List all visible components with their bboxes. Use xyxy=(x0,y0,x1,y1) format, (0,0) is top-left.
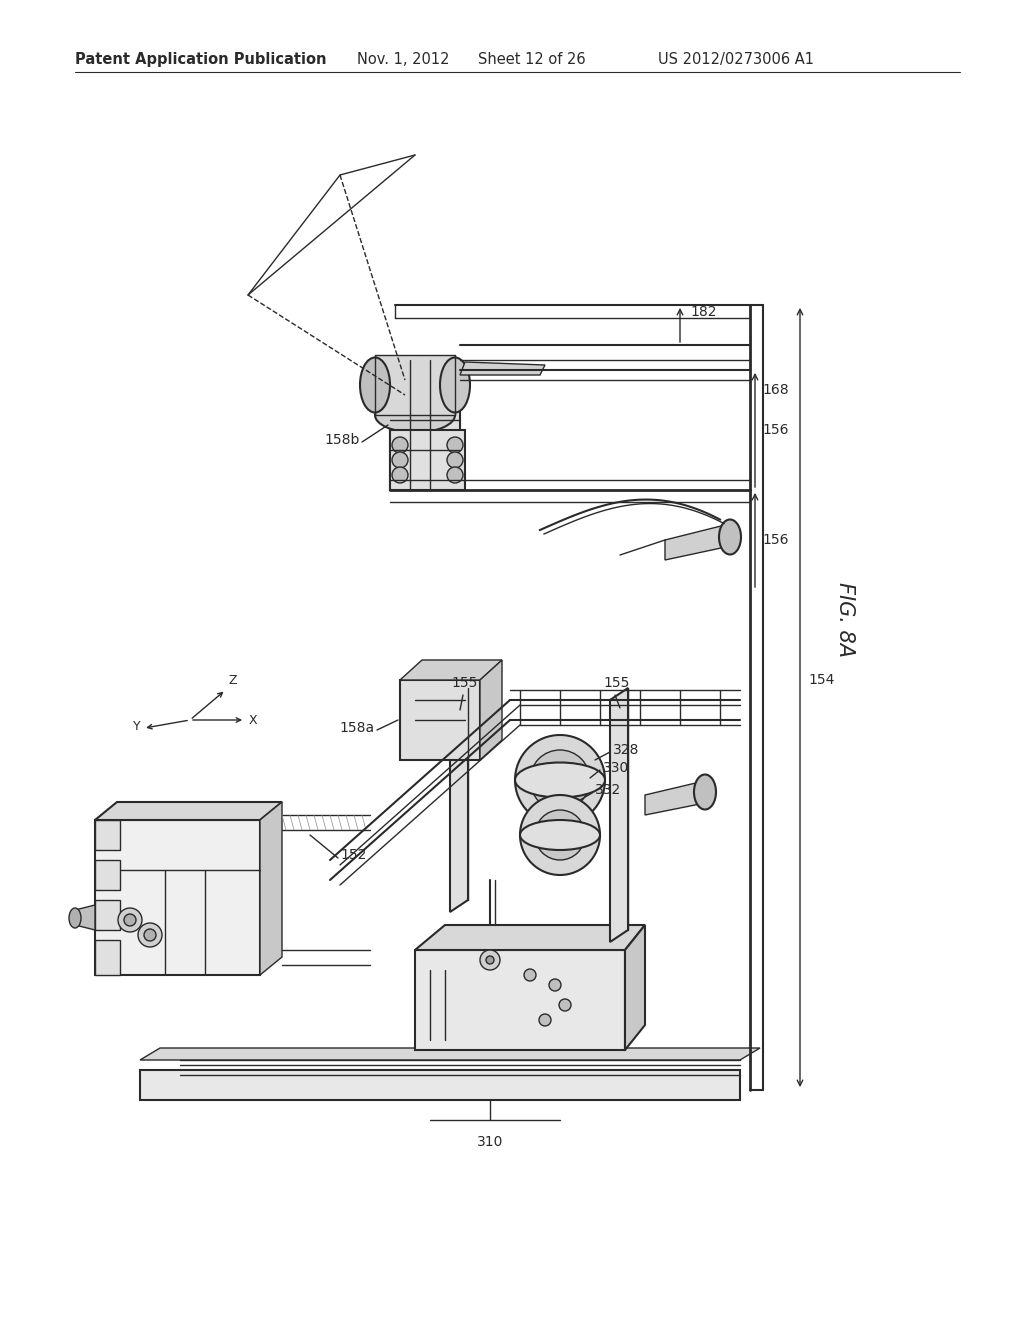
Text: 155: 155 xyxy=(452,676,478,690)
Polygon shape xyxy=(95,940,120,975)
Polygon shape xyxy=(260,803,282,975)
Circle shape xyxy=(138,923,162,946)
Circle shape xyxy=(480,950,500,970)
Polygon shape xyxy=(95,803,282,820)
Text: 310: 310 xyxy=(477,1135,503,1148)
Polygon shape xyxy=(75,906,95,931)
Text: 332: 332 xyxy=(595,783,622,797)
Polygon shape xyxy=(645,781,710,814)
Text: FIG. 8A: FIG. 8A xyxy=(835,582,855,657)
Circle shape xyxy=(118,908,142,932)
Circle shape xyxy=(539,1014,551,1026)
Circle shape xyxy=(535,810,585,861)
Text: 156: 156 xyxy=(762,422,788,437)
Text: 158b: 158b xyxy=(325,433,360,447)
Text: 168: 168 xyxy=(762,383,788,397)
Polygon shape xyxy=(400,660,502,680)
Circle shape xyxy=(124,913,136,927)
Circle shape xyxy=(530,750,590,810)
Polygon shape xyxy=(400,680,480,760)
Text: Nov. 1, 2012: Nov. 1, 2012 xyxy=(357,51,450,67)
Ellipse shape xyxy=(719,520,741,554)
Polygon shape xyxy=(415,950,625,1049)
Text: 330: 330 xyxy=(603,762,630,775)
Ellipse shape xyxy=(375,397,455,433)
Text: 158a: 158a xyxy=(340,721,375,735)
Circle shape xyxy=(447,467,463,483)
Polygon shape xyxy=(390,360,460,490)
Circle shape xyxy=(392,437,408,453)
Text: Sheet 12 of 26: Sheet 12 of 26 xyxy=(478,51,586,67)
Circle shape xyxy=(447,451,463,469)
Polygon shape xyxy=(480,660,502,760)
Ellipse shape xyxy=(360,358,390,412)
Text: 328: 328 xyxy=(613,743,639,756)
Circle shape xyxy=(447,437,463,453)
Text: 155: 155 xyxy=(604,676,630,690)
Circle shape xyxy=(392,451,408,469)
Text: 182: 182 xyxy=(690,305,717,319)
Circle shape xyxy=(144,929,156,941)
Text: 152: 152 xyxy=(340,847,367,862)
Polygon shape xyxy=(140,1071,740,1100)
Circle shape xyxy=(550,825,570,845)
Polygon shape xyxy=(460,362,545,375)
Circle shape xyxy=(486,956,494,964)
Polygon shape xyxy=(390,430,465,490)
Text: Y: Y xyxy=(133,721,140,733)
Circle shape xyxy=(392,467,408,483)
Ellipse shape xyxy=(520,820,600,850)
Polygon shape xyxy=(140,1048,760,1060)
Circle shape xyxy=(520,795,600,875)
Polygon shape xyxy=(95,820,260,975)
Polygon shape xyxy=(415,925,645,950)
Text: X: X xyxy=(249,714,258,726)
Text: Z: Z xyxy=(228,675,237,686)
Text: Patent Application Publication: Patent Application Publication xyxy=(75,51,327,67)
Polygon shape xyxy=(95,900,120,931)
Ellipse shape xyxy=(515,763,605,797)
Text: US 2012/0273006 A1: US 2012/0273006 A1 xyxy=(658,51,814,67)
Circle shape xyxy=(524,969,536,981)
Polygon shape xyxy=(625,925,645,1049)
Polygon shape xyxy=(450,688,468,912)
Polygon shape xyxy=(95,820,120,850)
Ellipse shape xyxy=(69,908,81,928)
Polygon shape xyxy=(375,355,455,414)
Polygon shape xyxy=(665,525,735,560)
Circle shape xyxy=(559,999,571,1011)
Ellipse shape xyxy=(440,358,470,412)
Ellipse shape xyxy=(694,775,716,809)
Text: 156: 156 xyxy=(762,533,788,546)
Polygon shape xyxy=(95,861,120,890)
Text: 154: 154 xyxy=(808,673,835,686)
Polygon shape xyxy=(610,688,628,942)
Circle shape xyxy=(548,768,572,792)
Circle shape xyxy=(549,979,561,991)
Circle shape xyxy=(515,735,605,825)
